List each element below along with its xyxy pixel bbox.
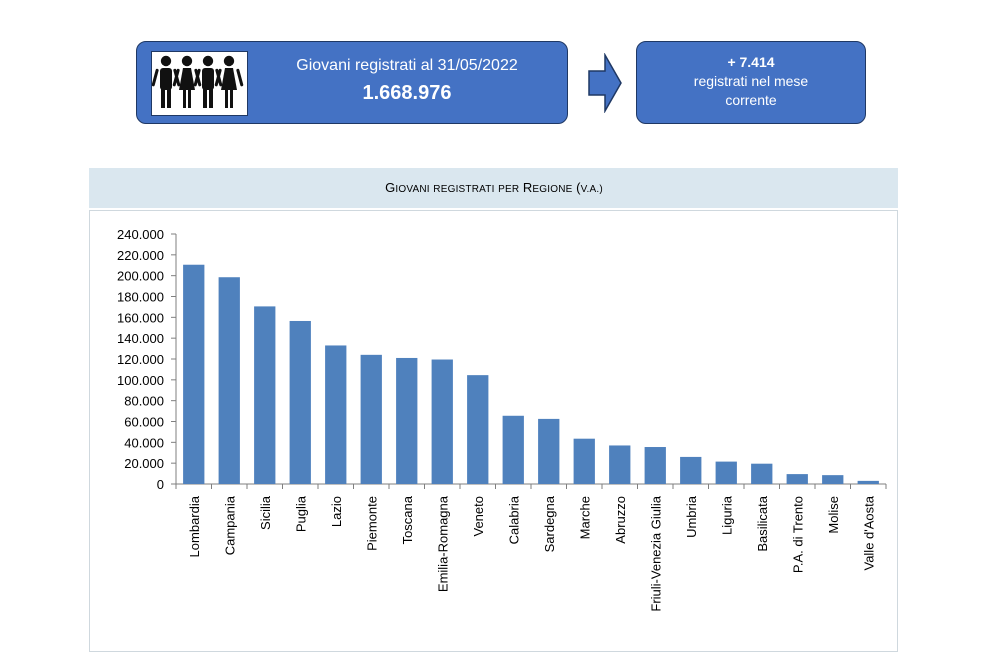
y-tick-label: 160.000	[117, 310, 164, 325]
y-tick-label: 20.000	[124, 456, 164, 471]
person-arm	[214, 68, 222, 87]
bar	[218, 277, 240, 484]
chart-title-graphic: GIOVANI REGISTRATI PER REGIONE (V.A.)	[385, 180, 603, 195]
person-body	[202, 68, 214, 90]
bar	[183, 264, 205, 484]
x-tick-label: P.A. di Trento	[790, 496, 805, 573]
bar	[289, 320, 311, 484]
person-body	[160, 68, 172, 90]
bar	[502, 415, 524, 484]
bar	[573, 438, 595, 484]
person-arm	[236, 68, 244, 87]
total-registered-label: Giovani registrati al 31/05/2022	[296, 57, 518, 74]
person-head	[223, 55, 235, 67]
x-tick-label: Lazio	[329, 496, 344, 527]
x-tick-label: Veneto	[471, 496, 486, 537]
chart-title-bar: GIOVANI REGISTRATI PER REGIONE (V.A.)	[89, 168, 898, 208]
bar	[396, 357, 418, 484]
person-leg	[167, 88, 171, 108]
x-tick-label: Marche	[577, 496, 592, 539]
monthly-delta-card: + 7.414 registrati nel mese corrente	[636, 41, 866, 124]
person-leg	[183, 90, 186, 108]
y-tick-label: 100.000	[117, 373, 164, 388]
person-leg	[203, 88, 207, 108]
person-body	[179, 68, 195, 90]
x-tick-label: Valle d'Aosta	[861, 495, 876, 570]
total-registered-card: Giovani registrati al 31/05/2022 1.668.9…	[136, 41, 568, 124]
y-tick-label: 140.000	[117, 331, 164, 346]
person-arm	[172, 68, 180, 87]
person-leg	[225, 90, 228, 108]
y-tick-label: 40.000	[124, 435, 164, 450]
y-tick-label: 80.000	[124, 394, 164, 409]
y-tick-label: 200.000	[117, 269, 164, 284]
y-tick-label: 240.000	[117, 227, 164, 242]
person-head	[181, 55, 193, 67]
bar	[360, 354, 382, 484]
person-head	[160, 55, 172, 67]
bar	[751, 463, 773, 484]
bar	[857, 480, 879, 484]
chart-title: GIOVANI REGISTRATI PER REGIONE (V.A.)	[385, 180, 603, 195]
y-tick-label: 220.000	[117, 248, 164, 263]
x-tick-label: Liguria	[719, 495, 734, 535]
x-tick-label: Calabria	[506, 495, 521, 544]
bar-chart-svg: 0 20.000 40.000 60.000 80.000 100.000 120.000 1…	[117, 227, 887, 612]
x-tick-label: Sardegna	[542, 495, 557, 552]
bar-chart: 0 20.000 40.000 60.000 80.000 100.000 120.000 1…	[89, 210, 898, 652]
bar	[467, 375, 489, 484]
x-tick-label: Umbria	[684, 495, 699, 538]
right-arrow-icon	[588, 53, 622, 113]
person-body	[221, 68, 237, 90]
bar	[254, 306, 276, 484]
bar	[715, 461, 737, 484]
y-tick-label: 120.000	[117, 352, 164, 367]
bar	[786, 474, 808, 484]
x-tick-label: Abruzzo	[613, 496, 628, 544]
monthly-delta-value: + 7.414	[727, 54, 775, 70]
bar	[609, 445, 631, 484]
person-arm	[151, 68, 159, 87]
people-icon	[151, 51, 248, 116]
monthly-delta-text: registrati nel mese corrente	[693, 73, 809, 108]
y-tick-label: 180.000	[117, 290, 164, 305]
x-tick-label: Lombardia	[187, 495, 202, 557]
bar	[680, 456, 702, 484]
x-tick-label: Toscana	[400, 495, 415, 544]
x-tick-label: Sicilia	[258, 495, 273, 530]
people-icon-graphic	[151, 55, 244, 108]
bar	[644, 447, 666, 484]
x-tick-label: Emilia-Romagna	[435, 495, 450, 592]
bar	[822, 475, 844, 484]
x-tick-label: Friuli-Venezia Giulia	[648, 495, 663, 611]
x-tick-label: Molise	[826, 496, 841, 534]
x-tick-label: Campania	[222, 495, 237, 555]
bar	[325, 345, 347, 484]
total-registered-value: 1.668.976	[362, 82, 452, 104]
x-tick-label: Puglia	[293, 495, 308, 532]
person-arm	[193, 68, 201, 87]
y-tick-label: 60.000	[124, 415, 164, 430]
bar	[431, 359, 453, 484]
y-tick-label: 0	[157, 477, 164, 492]
person-leg	[209, 88, 213, 108]
bar	[538, 418, 560, 484]
person-leg	[230, 90, 233, 108]
person-leg	[188, 90, 191, 108]
x-tick-label: Piemonte	[364, 496, 379, 551]
person-head	[202, 55, 214, 67]
x-tick-label: Basilicata	[755, 495, 770, 551]
person-leg	[161, 88, 165, 108]
